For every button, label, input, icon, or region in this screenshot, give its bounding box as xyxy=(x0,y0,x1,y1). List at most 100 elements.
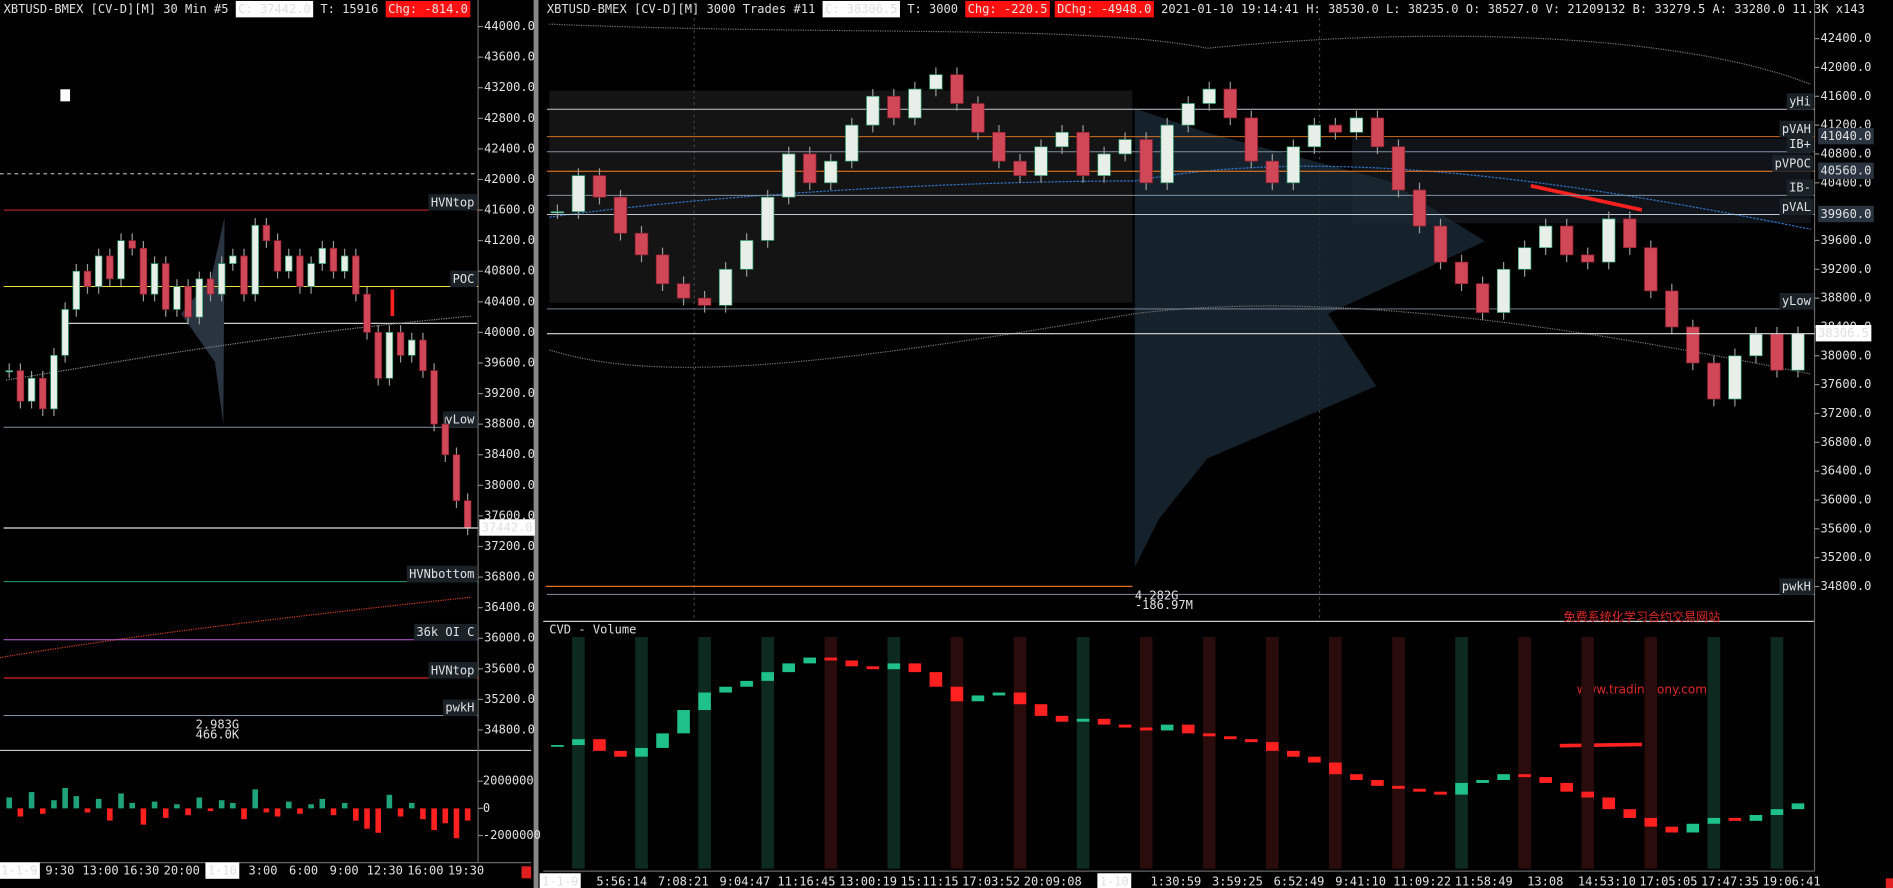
y-tick-label: 42000.0 xyxy=(1821,60,1872,74)
delta-column xyxy=(1455,637,1468,869)
delta-bar xyxy=(364,808,370,829)
cvd-candle xyxy=(1329,762,1342,775)
x-tick-label: 19:06:41 xyxy=(1763,874,1821,888)
label-bg xyxy=(406,565,477,583)
candle xyxy=(441,423,450,456)
x-tick-label: 11:09:22 xyxy=(1393,874,1451,888)
cvd-candle xyxy=(1181,724,1195,734)
candle xyxy=(613,196,628,234)
cvd-candle xyxy=(635,747,648,757)
delta-column xyxy=(1013,637,1027,869)
delta-bar xyxy=(6,797,13,809)
price-tag: 37442.0 xyxy=(482,520,533,534)
x-tick-label: 11:16:45 xyxy=(777,874,835,888)
delta-bar xyxy=(162,808,169,818)
y-tick-label: 38400.0 xyxy=(484,447,535,461)
delta-bar xyxy=(230,802,236,809)
candle xyxy=(1770,333,1784,371)
cvd-candle xyxy=(656,733,669,748)
y-tick-label: 34800.0 xyxy=(1821,579,1872,593)
label-bg xyxy=(965,0,1050,18)
cvd-candle xyxy=(1623,809,1637,818)
cvd-candle xyxy=(1139,727,1153,731)
candle xyxy=(571,175,586,212)
level-label: yLow xyxy=(1782,294,1812,308)
x-tick-label: 1-10 xyxy=(208,864,237,878)
cvd-candle xyxy=(1560,782,1573,792)
level-label: HVNbottom xyxy=(409,567,474,581)
delta-column xyxy=(1139,637,1153,869)
header-field: XBTUSD-BMEX [CV-D][M] 30 Min #5 xyxy=(4,2,229,16)
candle xyxy=(1538,225,1553,249)
candle xyxy=(329,247,338,272)
candle xyxy=(1433,225,1448,263)
profile-label: 466.0K xyxy=(196,727,240,741)
label-bg xyxy=(428,662,477,679)
cvd-candle xyxy=(1392,785,1405,789)
watermark: www.tradingtony.com xyxy=(1577,683,1707,697)
candle xyxy=(1139,139,1153,184)
candle xyxy=(1707,362,1721,400)
delta-bar xyxy=(140,808,147,825)
delta-bar xyxy=(129,802,136,809)
cvd-candle xyxy=(1497,774,1510,781)
level-label: pwkH xyxy=(1782,580,1811,594)
label-bg xyxy=(443,411,478,428)
cvd-candle xyxy=(572,739,585,746)
y-tick-label: 39200.0 xyxy=(484,386,535,400)
delta-bar xyxy=(39,808,46,814)
y-tick-label: 36000.0 xyxy=(484,631,535,645)
delta-bar xyxy=(420,808,426,820)
x-tick-label: 6:00 xyxy=(289,864,318,878)
delta-column xyxy=(1644,637,1658,869)
x-tick-label: 9:00 xyxy=(330,864,359,878)
delta-bar xyxy=(274,808,281,817)
delta-bar xyxy=(353,808,359,821)
candle xyxy=(1181,103,1195,126)
candle xyxy=(1349,117,1364,133)
profile-label: 4.282G xyxy=(1135,589,1179,603)
candle xyxy=(128,240,136,249)
level-label: pwkH xyxy=(445,701,474,715)
x-tick-label: 5:56:14 xyxy=(596,874,647,888)
level-price-tag: 39960.0 xyxy=(1821,207,1872,221)
cvd-candle xyxy=(1749,815,1763,821)
header-field: C: 38306.5 xyxy=(825,2,898,16)
label-bg xyxy=(205,862,240,879)
cvd-candle xyxy=(1076,718,1090,722)
candle xyxy=(992,131,1006,162)
delta-column xyxy=(698,637,711,869)
candle xyxy=(1749,333,1763,357)
x-tick-label: 20:00 xyxy=(164,864,200,878)
cvd-candle xyxy=(887,663,901,670)
candle xyxy=(1412,189,1427,227)
candle xyxy=(385,332,394,379)
level-label: IB- xyxy=(1789,181,1811,195)
delta-column xyxy=(1266,637,1279,869)
delta-column xyxy=(824,637,838,869)
y-tick-label: 39200.0 xyxy=(1821,262,1872,276)
x-tick-label: 9:30 xyxy=(45,864,74,878)
label-bg xyxy=(539,873,581,888)
x-tick-label: 9:04:47 xyxy=(719,874,770,888)
cvd-candle xyxy=(845,660,859,667)
candle xyxy=(1202,88,1216,104)
profile-label: -186.97M xyxy=(1135,598,1193,612)
candle xyxy=(1391,146,1406,191)
candle xyxy=(273,240,282,272)
level-price-tag: 40560.0 xyxy=(1821,164,1872,178)
delta-bar xyxy=(375,808,382,833)
candle xyxy=(718,268,733,306)
label-bg xyxy=(235,0,314,18)
candle xyxy=(845,124,859,162)
candle xyxy=(1160,124,1174,184)
label-bg xyxy=(1779,578,1814,595)
y-tick-label: 40800.0 xyxy=(1821,146,1872,160)
candle xyxy=(761,196,775,241)
cvd-candle xyxy=(1118,724,1132,728)
header-field: T: 15916 xyxy=(320,2,378,16)
label-bg xyxy=(450,270,477,287)
delta-bar xyxy=(386,794,393,809)
x-tick-label: 17:05:05 xyxy=(1639,874,1697,888)
y-tick-label: 39600.0 xyxy=(484,355,535,369)
